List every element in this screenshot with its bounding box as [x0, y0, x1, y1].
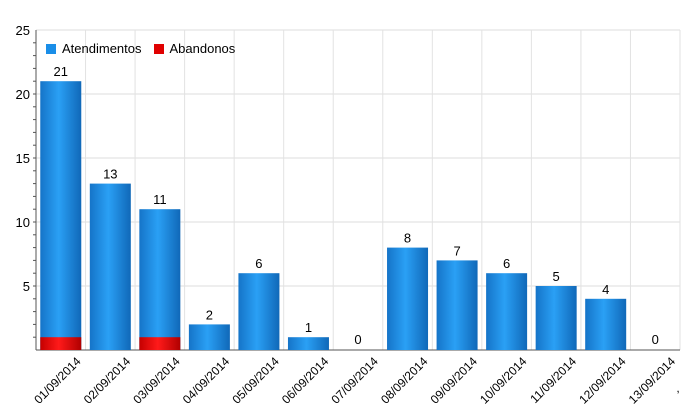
y-tick-label: 25	[16, 23, 30, 38]
x-tick-label: 01/09/2014	[31, 354, 84, 407]
data-label: 4	[602, 282, 609, 297]
bar-atendimentos[interactable]	[139, 209, 181, 350]
x-tick-label: 03/09/2014	[130, 354, 183, 407]
bar-atendimentos[interactable]	[387, 247, 429, 350]
bar-abandonos[interactable]	[139, 337, 181, 350]
y-tick-label: 5	[23, 279, 30, 294]
bar-atendimentos[interactable]	[486, 273, 528, 350]
x-tick-label: 09/09/2014	[428, 354, 481, 407]
bar-atendimentos[interactable]	[40, 81, 82, 350]
x-tick-label: 05/09/2014	[229, 354, 282, 407]
data-label: 8	[404, 231, 411, 246]
bar-atendimentos[interactable]	[585, 298, 627, 350]
data-label: 2	[206, 307, 213, 322]
data-label: 0	[652, 332, 659, 347]
x-tick-label: 11/09/2014	[527, 354, 579, 406]
legend-item-abandonos[interactable]: Abandonos	[153, 41, 236, 56]
y-tick-label: 15	[16, 151, 30, 166]
bar-atendimentos[interactable]	[89, 183, 131, 350]
data-label: 11	[153, 192, 167, 207]
bar-atendimentos[interactable]	[436, 260, 478, 350]
x-tick-label: 12/09/2014	[576, 354, 629, 407]
y-tick-label: 10	[16, 215, 30, 230]
bar-atendimentos[interactable]	[535, 286, 577, 350]
data-label: 6	[255, 256, 262, 271]
y-tick-label: 20	[16, 87, 30, 102]
x-tick-label: 06/09/2014	[279, 354, 332, 407]
data-label: 5	[553, 269, 560, 284]
data-label: 1	[305, 320, 312, 335]
corner-mark: ,	[676, 381, 679, 395]
legend-swatch-abandonos	[153, 43, 164, 54]
data-label: 7	[453, 243, 460, 258]
data-label: 0	[354, 332, 361, 347]
bar-atendimentos[interactable]	[188, 324, 230, 350]
x-tick-label: 04/09/2014	[180, 354, 233, 407]
bar-atendimentos[interactable]	[287, 337, 329, 350]
legend-item-atendimentos[interactable]: Atendimentos	[46, 41, 142, 56]
x-tick-label: 13/09/2014	[626, 354, 679, 407]
legend-swatch-atendimentos	[46, 43, 56, 54]
data-label: 6	[503, 256, 510, 271]
bar-atendimentos[interactable]	[238, 273, 280, 350]
legend: Atendimentos Abandonos	[46, 41, 247, 56]
data-label: 13	[103, 167, 117, 182]
x-tick-label: 08/09/2014	[378, 354, 431, 407]
data-label: 21	[54, 64, 68, 79]
x-tick-label: 07/09/2014	[329, 354, 382, 407]
x-tick-label: 10/09/2014	[477, 354, 530, 407]
legend-label-atendimentos: Atendimentos	[62, 41, 142, 56]
x-tick-label: 02/09/2014	[81, 354, 134, 407]
legend-label-abandonos: Abandonos	[169, 41, 236, 56]
bar-abandonos[interactable]	[40, 337, 82, 350]
